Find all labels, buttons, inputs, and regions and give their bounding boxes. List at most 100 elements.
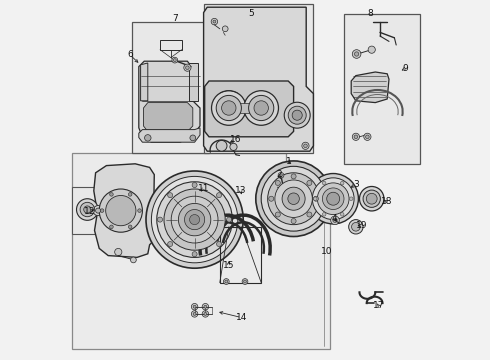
Circle shape: [80, 202, 95, 217]
Circle shape: [106, 195, 136, 226]
Text: 3: 3: [353, 180, 359, 189]
Circle shape: [314, 197, 317, 201]
Circle shape: [76, 199, 98, 220]
Text: 11: 11: [197, 184, 209, 193]
Text: 2: 2: [276, 171, 282, 180]
Circle shape: [222, 26, 228, 32]
Text: 18: 18: [381, 197, 392, 206]
Polygon shape: [139, 128, 200, 142]
Circle shape: [322, 212, 326, 216]
Circle shape: [192, 183, 197, 188]
Circle shape: [275, 212, 280, 217]
Circle shape: [292, 110, 302, 120]
Circle shape: [261, 166, 326, 231]
Circle shape: [217, 193, 221, 198]
Bar: [220, 103, 270, 113]
Text: 14: 14: [236, 313, 247, 322]
Circle shape: [275, 180, 280, 185]
Circle shape: [269, 196, 274, 201]
Polygon shape: [205, 81, 294, 137]
Polygon shape: [94, 164, 154, 257]
Circle shape: [363, 190, 380, 207]
Circle shape: [291, 174, 296, 179]
Circle shape: [227, 217, 232, 222]
Circle shape: [204, 312, 207, 315]
Circle shape: [308, 174, 358, 224]
Circle shape: [225, 280, 228, 283]
Circle shape: [100, 209, 104, 212]
Circle shape: [230, 143, 237, 150]
Circle shape: [351, 222, 360, 231]
Circle shape: [186, 66, 189, 69]
Circle shape: [314, 196, 318, 201]
Circle shape: [190, 135, 196, 141]
Circle shape: [360, 186, 384, 211]
Circle shape: [331, 216, 339, 225]
Circle shape: [352, 50, 361, 58]
Circle shape: [341, 181, 344, 185]
Bar: [72, 187, 108, 234]
Circle shape: [304, 144, 307, 148]
Circle shape: [190, 215, 199, 225]
Circle shape: [288, 193, 299, 204]
Circle shape: [185, 210, 205, 230]
Circle shape: [367, 193, 377, 204]
Circle shape: [366, 135, 369, 139]
Circle shape: [268, 173, 319, 225]
Circle shape: [278, 172, 284, 178]
Circle shape: [184, 64, 191, 71]
Text: 8: 8: [367, 9, 373, 18]
Polygon shape: [139, 61, 200, 142]
Circle shape: [204, 305, 207, 308]
Text: 12: 12: [84, 207, 95, 216]
Circle shape: [138, 209, 141, 212]
Text: 1: 1: [286, 157, 292, 166]
Circle shape: [115, 248, 122, 256]
Circle shape: [216, 95, 242, 121]
Circle shape: [256, 161, 331, 237]
Circle shape: [128, 225, 132, 229]
Circle shape: [242, 279, 248, 284]
Circle shape: [280, 174, 282, 177]
Text: 4: 4: [331, 214, 337, 223]
Circle shape: [307, 212, 312, 217]
Circle shape: [275, 180, 312, 217]
Circle shape: [216, 140, 227, 151]
Circle shape: [99, 189, 143, 232]
Circle shape: [282, 187, 305, 210]
Text: 13: 13: [235, 186, 246, 195]
Circle shape: [349, 197, 353, 201]
Text: 9: 9: [402, 64, 408, 73]
Circle shape: [211, 18, 218, 25]
Circle shape: [248, 95, 274, 121]
Text: 15: 15: [222, 261, 234, 270]
Circle shape: [291, 219, 296, 224]
Text: 10: 10: [320, 247, 332, 256]
Circle shape: [368, 46, 375, 53]
Circle shape: [84, 206, 91, 213]
Circle shape: [157, 182, 232, 257]
Circle shape: [354, 135, 358, 139]
Circle shape: [93, 206, 103, 216]
Text: 5: 5: [248, 9, 254, 18]
Polygon shape: [141, 63, 148, 101]
Circle shape: [333, 218, 337, 222]
Circle shape: [193, 305, 196, 308]
Circle shape: [130, 257, 136, 263]
Circle shape: [322, 188, 344, 210]
Circle shape: [349, 220, 363, 234]
Circle shape: [110, 225, 113, 229]
Circle shape: [212, 91, 246, 125]
Text: 17: 17: [373, 302, 385, 310]
Circle shape: [202, 311, 209, 317]
Circle shape: [213, 20, 216, 23]
Circle shape: [178, 203, 211, 236]
Circle shape: [327, 192, 340, 205]
Text: 6: 6: [127, 50, 133, 59]
Circle shape: [254, 101, 269, 115]
Circle shape: [354, 52, 359, 56]
Circle shape: [192, 252, 197, 257]
Circle shape: [352, 133, 360, 140]
Text: 16: 16: [230, 135, 242, 144]
Circle shape: [244, 91, 278, 125]
